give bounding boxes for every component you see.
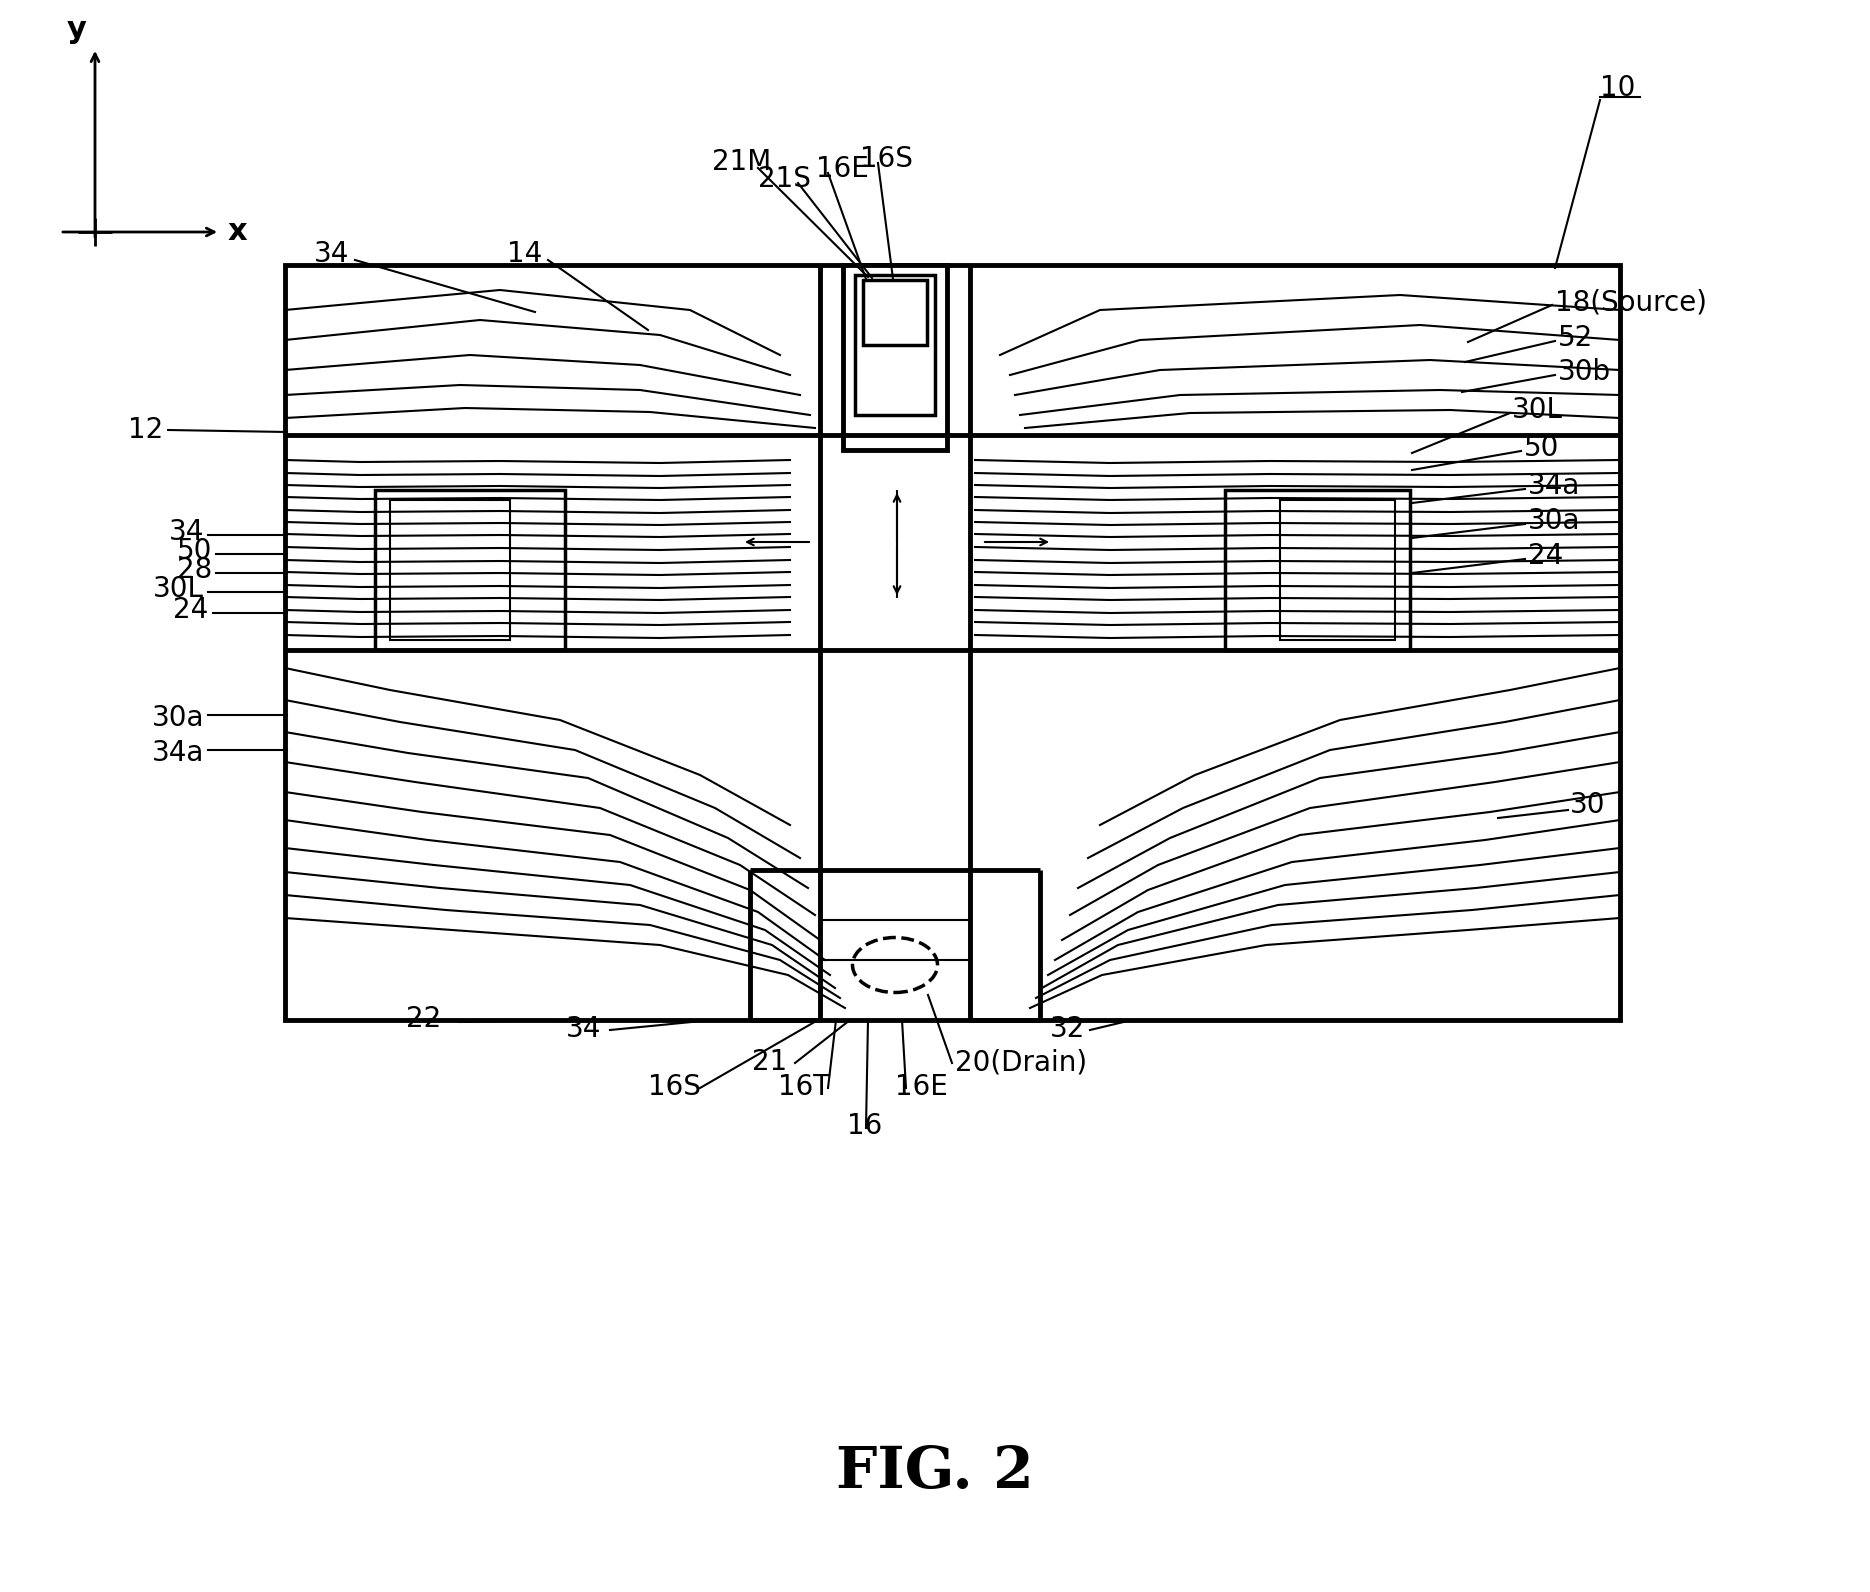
Text: 34a: 34a <box>1528 471 1580 500</box>
Text: 16E: 16E <box>815 154 870 183</box>
Text: 30: 30 <box>1571 791 1606 818</box>
Bar <box>376 490 565 650</box>
Text: 16: 16 <box>847 1111 883 1140</box>
Text: 30L: 30L <box>153 575 204 603</box>
Bar <box>862 280 928 345</box>
Text: 18(Source): 18(Source) <box>1556 288 1707 315</box>
Text: 32: 32 <box>1051 1016 1086 1043</box>
Text: 50: 50 <box>176 537 211 565</box>
Text: FIG. 2: FIG. 2 <box>836 1444 1034 1500</box>
Text: 12: 12 <box>127 416 163 444</box>
Text: 28: 28 <box>178 556 211 584</box>
Text: 22: 22 <box>406 1005 441 1033</box>
Text: 10: 10 <box>1601 73 1636 102</box>
Text: 16E: 16E <box>896 1073 948 1102</box>
Text: 21M: 21M <box>712 148 772 177</box>
Bar <box>855 275 935 416</box>
Text: 21: 21 <box>752 1048 787 1076</box>
Bar <box>391 500 511 640</box>
Text: 34: 34 <box>314 240 350 267</box>
Text: 30a: 30a <box>1528 506 1580 535</box>
Text: 14: 14 <box>507 240 542 267</box>
Bar <box>1279 500 1395 640</box>
Text: 24: 24 <box>1528 541 1563 570</box>
Text: 34: 34 <box>168 517 204 546</box>
Text: 30L: 30L <box>1513 396 1563 423</box>
Text: 30b: 30b <box>1558 358 1612 385</box>
Text: 16S: 16S <box>860 145 913 174</box>
Text: 21S: 21S <box>757 166 810 193</box>
Text: 30a: 30a <box>151 704 204 732</box>
Text: y: y <box>67 14 86 45</box>
Bar <box>1225 490 1410 650</box>
Text: x: x <box>228 218 247 247</box>
Bar <box>284 264 1619 1020</box>
Text: 16T: 16T <box>778 1073 830 1102</box>
Text: 52: 52 <box>1558 325 1593 352</box>
Text: 16S: 16S <box>647 1073 701 1102</box>
Text: 50: 50 <box>1524 435 1560 462</box>
Text: 20(Drain): 20(Drain) <box>956 1048 1086 1076</box>
Text: 24: 24 <box>172 595 208 624</box>
Bar <box>843 264 946 451</box>
Text: 34a: 34a <box>151 739 204 767</box>
Text: 34: 34 <box>567 1016 602 1043</box>
